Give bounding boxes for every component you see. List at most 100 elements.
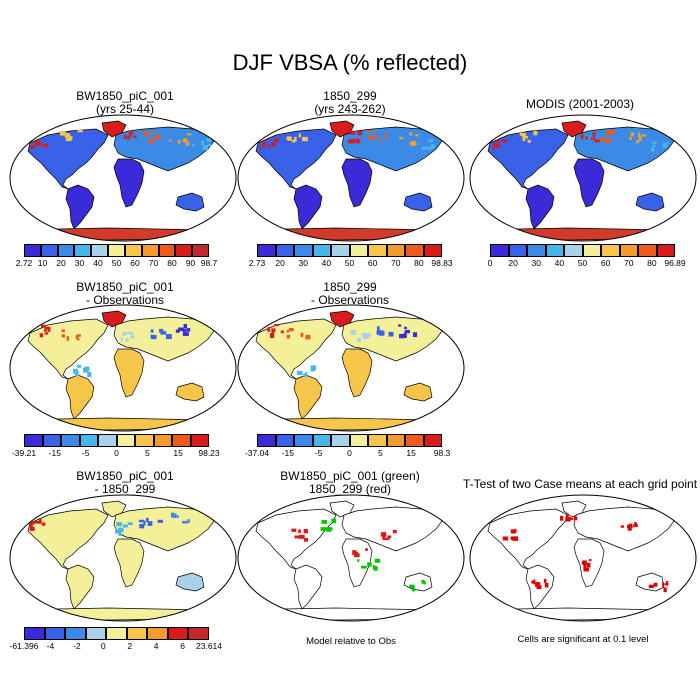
data-cell	[667, 141, 670, 144]
continent-an	[487, 227, 680, 241]
continent-sa	[65, 184, 95, 230]
data-cell	[271, 142, 276, 147]
colorbar-swatch	[564, 244, 583, 257]
data-cell	[274, 138, 279, 143]
data-cell	[365, 333, 372, 337]
colorbar-swatch	[188, 627, 209, 640]
data-cell	[665, 581, 669, 586]
panel-title-6-line-1: BW1850_piC_001	[76, 469, 174, 483]
map-panel-t-test	[469, 494, 697, 622]
data-cell	[303, 537, 308, 542]
data-cell	[630, 132, 634, 137]
colorbar-swatch	[638, 244, 657, 257]
data-cell	[361, 332, 366, 337]
data-cell	[302, 136, 308, 142]
data-cell	[41, 522, 46, 526]
data-cell	[288, 328, 294, 332]
colorbar-swatch	[153, 434, 172, 447]
colorbar-swatch	[423, 434, 442, 447]
colorbar-swatch	[331, 244, 350, 257]
colorbar-swatch	[331, 434, 350, 447]
data-cell	[638, 132, 641, 137]
data-cell	[412, 585, 415, 590]
data-cell	[628, 523, 633, 526]
data-cell	[178, 327, 184, 331]
data-cell	[589, 559, 592, 562]
data-cell	[404, 329, 410, 334]
data-cell	[536, 585, 542, 590]
colorbar-tick-label: -4	[46, 641, 55, 651]
data-cell	[310, 365, 317, 371]
map-panel-bw1850-minus-1850-299	[9, 494, 237, 622]
data-cell	[510, 529, 515, 534]
colorbar-tick-label: 10	[37, 258, 48, 268]
data-cell	[415, 134, 419, 137]
continent-au	[175, 192, 205, 212]
data-cell	[130, 132, 134, 135]
data-cell	[514, 528, 517, 532]
colorbar-tick-label: 30	[531, 258, 541, 268]
data-cell	[169, 139, 172, 142]
data-cell	[492, 146, 495, 151]
data-cell	[411, 587, 416, 592]
data-cell	[430, 144, 435, 149]
map-panel-1850-299-minus-obs	[237, 304, 465, 432]
data-cell	[357, 338, 362, 343]
map-outline	[9, 304, 237, 432]
colorbar-swatch	[349, 434, 368, 447]
data-cell	[492, 143, 499, 147]
data-cell	[75, 335, 79, 339]
colorbar-swatch	[135, 434, 154, 447]
data-cell	[560, 515, 564, 521]
data-cell	[139, 523, 145, 529]
data-cell	[274, 324, 280, 327]
data-cell	[191, 143, 195, 146]
data-cell	[362, 335, 369, 340]
data-cell	[352, 138, 356, 144]
colorbar-swatch	[368, 244, 387, 257]
data-cell	[271, 330, 275, 334]
data-cell	[34, 140, 40, 146]
data-cell	[522, 136, 526, 142]
data-cell	[60, 130, 66, 136]
colorbar-1850-299-minus-obs: -37.04 -15 -5 0 5 15 98.3	[245, 434, 450, 458]
data-cell	[583, 567, 589, 572]
panel-title-6-line-2: - 1850_299	[94, 482, 156, 496]
colorbar-tick-label: 23.614	[196, 641, 222, 651]
continent-eu	[341, 126, 443, 172]
data-cell	[527, 139, 531, 143]
colorbar-swatch	[294, 244, 313, 257]
colorbar-tick-label: 4	[153, 641, 159, 651]
data-cell	[64, 133, 71, 138]
data-cell	[662, 142, 666, 148]
colorbar-swatch	[508, 244, 527, 257]
colorbar-swatch	[24, 244, 41, 257]
data-cell	[157, 519, 163, 523]
data-cell	[298, 529, 301, 534]
continent-na	[255, 128, 337, 190]
colorbar-tick-label: -39.21	[11, 448, 37, 458]
data-cell	[520, 132, 526, 137]
note-model-relative: Model relative to Obs	[306, 636, 396, 647]
data-cell	[634, 522, 637, 527]
data-cell	[201, 142, 204, 146]
data-cell	[292, 139, 296, 143]
map-outline	[9, 114, 237, 242]
data-cell	[280, 330, 284, 334]
data-cell	[373, 566, 378, 571]
colorbar-tick-label: 20	[275, 258, 285, 268]
panel-title-6: BW1850_piC_001 - 1850_299	[10, 470, 240, 496]
data-cell	[126, 135, 130, 140]
data-cell	[152, 136, 156, 140]
panel-title-5-line-1: 1850_299	[323, 280, 377, 294]
continent-an	[27, 417, 220, 431]
colorbar-swatch	[57, 244, 75, 257]
colorbar-tick-label: 40	[554, 258, 565, 268]
colorbar-tick-label: 50	[577, 258, 588, 268]
panel-title-7: BW1850_piC_001 (green) 1850_299 (red)	[235, 470, 465, 496]
data-cell	[47, 326, 51, 332]
data-cell	[296, 370, 303, 376]
data-cell	[409, 132, 413, 136]
data-cell	[160, 331, 167, 335]
colorbar-swatch	[40, 244, 58, 257]
